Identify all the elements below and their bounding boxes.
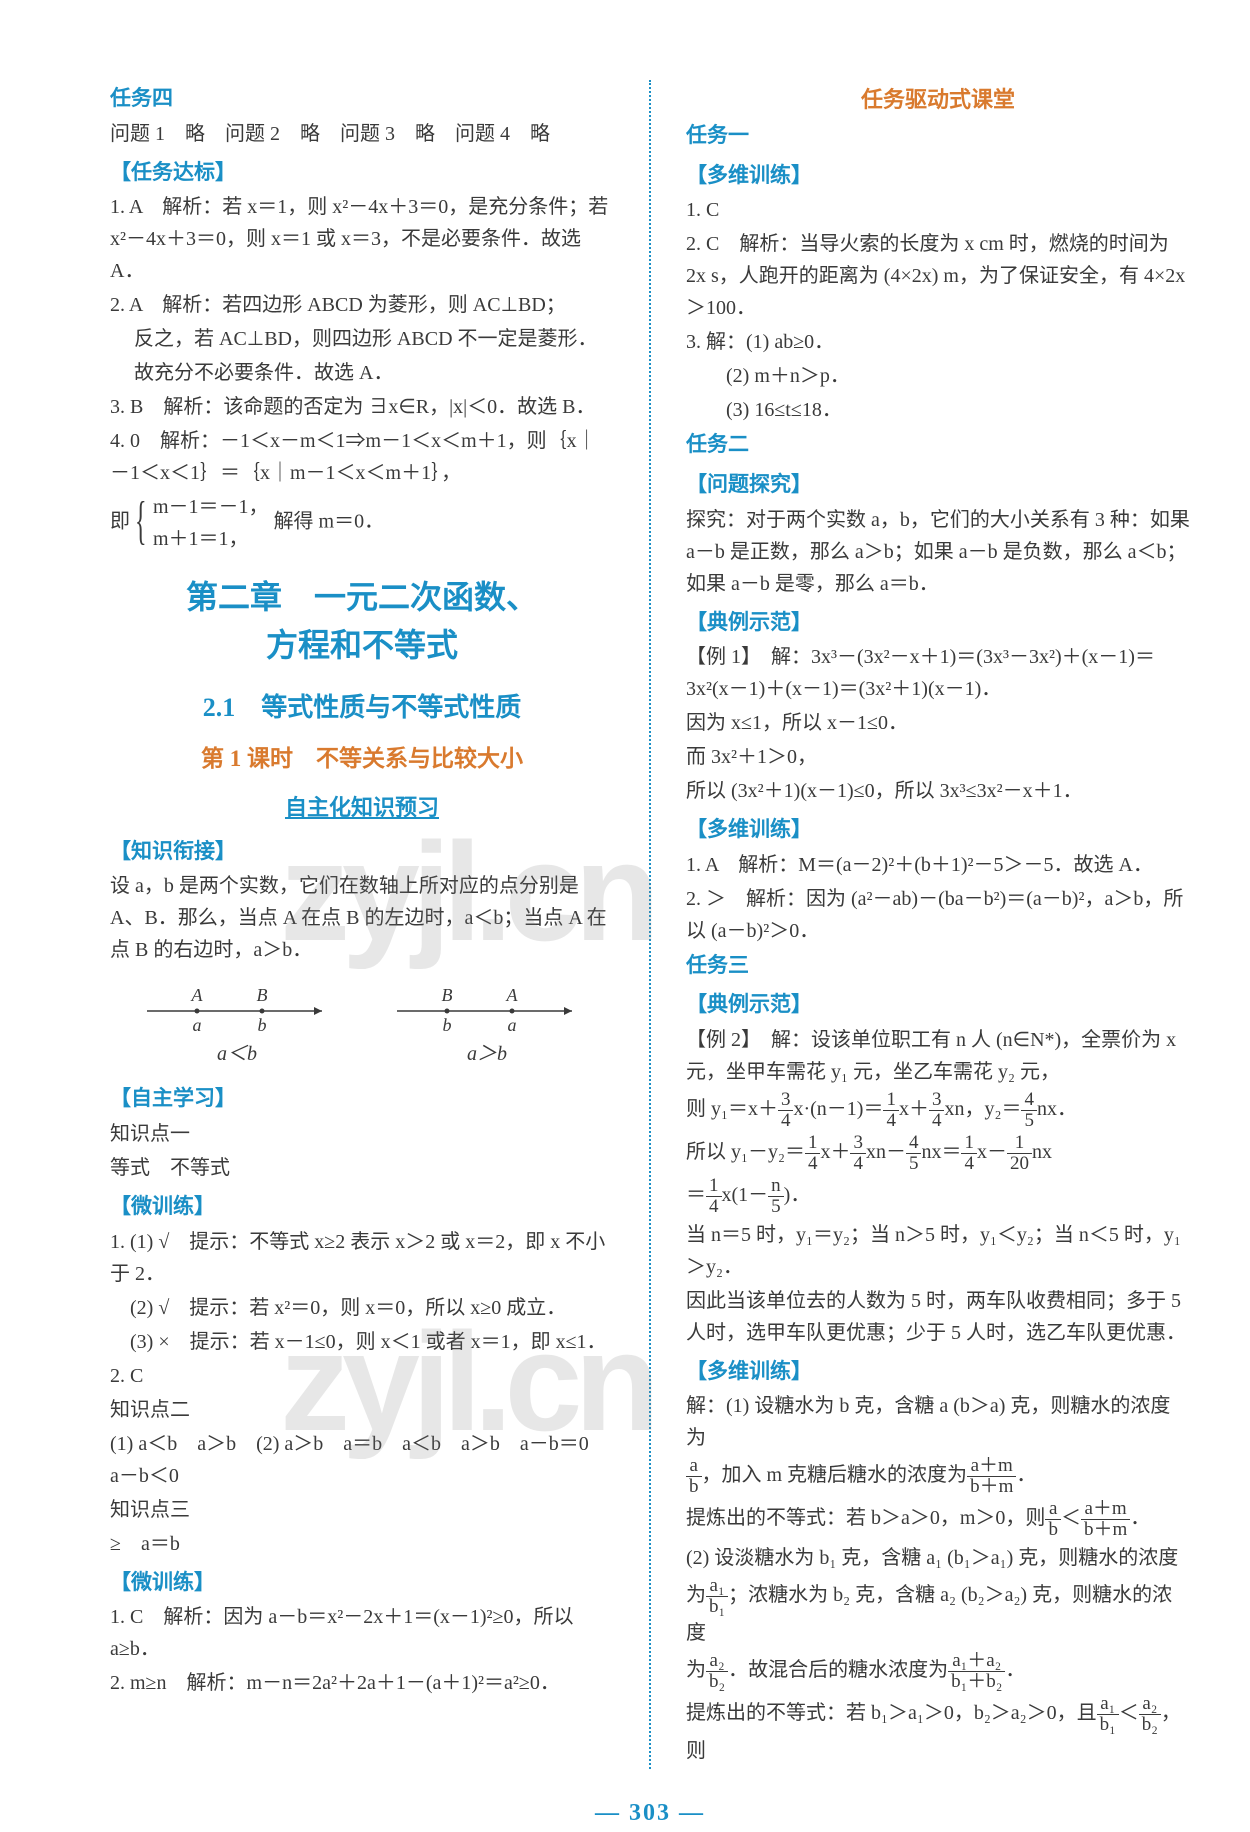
item-4b: 即 m－1＝－1， m＋1＝1， 解得 m＝0．: [110, 491, 614, 555]
dlsf2-heading: 【典例示范】: [686, 988, 1190, 1022]
chapter-l1: 第二章 一元二次函数、: [186, 579, 538, 615]
task1-heading: 任务一: [686, 119, 1190, 153]
sub-heading: 自主化知识预习: [110, 790, 614, 825]
kp3-heading: 知识点三: [110, 1494, 614, 1526]
dwx3-heading: 【多维训练】: [686, 1355, 1190, 1389]
dwx2-heading: 【多维训练】: [686, 813, 1190, 847]
item-1: 1. A 解析：若 x＝1，则 x²－4x＋3＝0，是充分条件；若 x²－4x＋…: [110, 191, 614, 287]
w1: 1. (1) √ 提示：不等式 x≥2 表示 x＞2 或 x＝2，即 x 不小于…: [110, 1226, 614, 1290]
item-2b: 反之，若 AC⊥BD，则四边形 ABCD 不一定是菱形．: [110, 323, 614, 355]
svg-text:B: B: [442, 985, 453, 1005]
zizhu-heading: 【自主学习】: [110, 1082, 614, 1116]
wx1: 1. C 解析：因为 a－b＝x²－2x＋1＝(x－1)²≥0，所以 a≥b．: [110, 1601, 614, 1665]
chapter-l2: 方程和不等式: [266, 627, 458, 663]
w3: (3) × 提示：若 x－1≤0，则 x＜1 或者 x＝1，即 x≤1．: [110, 1326, 614, 1358]
sol2d: 提炼出的不等式：若 b₁＞a₁＞0，b₂＞a₂＞0，且a₁b₁＜a₂b₂，则: [686, 1694, 1190, 1767]
ex2c: 所以 y₁－y₂＝14x＋34xn－45nx＝14x－120nx: [686, 1133, 1190, 1174]
ex1d: 所以 (3x²＋1)(x－1)≤0，所以 3x³≤3x²－x＋1．: [686, 775, 1190, 807]
dwx1-heading: 【多维训练】: [686, 159, 1190, 193]
svg-text:a: a: [193, 1015, 202, 1035]
page-number: — 303 —: [110, 1794, 1190, 1832]
left-column: 任务四 问题 1 略 问题 2 略 问题 3 略 问题 4 略 【任务达标】 1…: [110, 80, 614, 1769]
ex1a: 【例 1】 解：3x³－(3x²－x＋1)＝(3x³－3x²)＋(x－1)＝3x…: [686, 641, 1190, 705]
ex1b: 因为 x≤1，所以 x－1≤0．: [686, 707, 1190, 739]
case-line1: m－1＝－1，: [153, 491, 269, 523]
wx2: 2. m≥n 解析：m－n＝2a²＋2a＋1－(a＋1)²＝a²≥0．: [110, 1667, 614, 1699]
r3: 3. 解：(1) ab≥0．: [686, 326, 1190, 358]
ex1c: 而 3x²＋1＞0，: [686, 741, 1190, 773]
r2: 2. C 解析：当导火索的长度为 x cm 时，燃烧的时间为 2x s，人跑开的…: [686, 228, 1190, 324]
tantao: 探究：对于两个实数 a，b，它们的大小关系有 3 种：如果 a－b 是正数，那么…: [686, 504, 1190, 600]
numline-right-svg: B A b a: [392, 976, 582, 1036]
numline-right: B A b a a＞b: [392, 976, 582, 1072]
kp1-text: 等式 不等式: [110, 1152, 614, 1184]
item-4a: 4. 0 解析：－1＜x－m＜1⇒m－1＜x＜m＋1，则｛x｜－1＜x＜1｝＝｛…: [110, 425, 614, 489]
kp3-text: ≥ a＝b: [110, 1528, 614, 1560]
section-heading: 2.1 等式性质与不等式性质: [110, 687, 614, 729]
chapter-heading: 第二章 一元二次函数、 方程和不等式: [110, 573, 614, 669]
task-target-heading: 【任务达标】: [110, 156, 614, 190]
numline-left-svg: A B a b: [142, 976, 332, 1036]
right-top-heading: 任务驱动式课堂: [686, 82, 1190, 117]
ex2f: 因此当该单位去的人数为 5 时，两车队收费相同；多于 5 人时，选甲车队更优惠；…: [686, 1285, 1190, 1349]
right-column: 任务驱动式课堂 任务一 【多维训练】 1. C 2. C 解析：当导火索的长度为…: [686, 80, 1190, 1769]
kp2-heading: 知识点二: [110, 1394, 614, 1426]
sol1a: 解：(1) 设糖水为 b 克，含糖 a (b＞a) 克，则糖水的浓度为: [686, 1390, 1190, 1454]
r1: 1. C: [686, 194, 1190, 226]
task4-questions: 问题 1 略 问题 2 略 问题 3 略 问题 4 略: [110, 118, 614, 150]
dlsf1-heading: 【典例示范】: [686, 606, 1190, 640]
task2-heading: 任务二: [686, 428, 1190, 462]
wtjt-heading: 【问题探究】: [686, 468, 1190, 502]
kp2-text: (1) a＜b a＞b (2) a＞b a＝b a＜b a＞b a－b＝0 a－…: [110, 1428, 614, 1492]
item-3: 3. B 解析：该命题的否定为 ∃x∈R，|x|＜0．故选 B．: [110, 391, 614, 423]
r3b: (2) m＋n＞p．: [686, 360, 1190, 392]
case-line2: m＋1＝1，: [153, 523, 269, 555]
ex2d: ＝14x(1－n5)．: [686, 1176, 1190, 1217]
ex2b: 则 y₁＝x＋34x·(n－1)＝14x＋34xn，y₂＝45nx．: [686, 1090, 1190, 1131]
sol2a: (2) 设淡糖水为 b₁ 克，含糖 a₁ (b₁＞a₁) 克，则糖水的浓度: [686, 1542, 1190, 1574]
two-column-layout: 任务四 问题 1 略 问题 2 略 问题 3 略 问题 4 略 【任务达标】 1…: [110, 80, 1190, 1769]
m2: 2. ＞ 解析：因为 (a²－ab)－(ba－b²)＝(a－b)²，a＞b，所以…: [686, 883, 1190, 947]
xj-text: 设 a，b 是两个实数，它们在数轴上所对应的点分别是 A、B．那么，当点 A 在…: [110, 870, 614, 966]
sol1c: 提炼出的不等式：若 b＞a＞0，m＞0，则ab＜a＋mb＋m．: [686, 1499, 1190, 1540]
sol1b: ab，加入 m 克糖后糖水的浓度为a＋mb＋m．: [686, 1456, 1190, 1497]
item-4b-post: 解得 m＝0．: [274, 511, 385, 533]
number-line-figure: A B a b a＜b B A b a a＞b: [110, 976, 614, 1072]
sol2b: 为a₁b₁；浓糖水为 b₂ 克，含糖 a₂ (b₂＞a₂) 克，则糖水的浓度: [686, 1576, 1190, 1649]
numline-right-caption: a＞b: [392, 1038, 582, 1070]
brace-case: m－1＝－1， m＋1＝1，: [135, 491, 269, 555]
column-divider: [649, 80, 651, 1769]
svg-text:B: B: [257, 985, 268, 1005]
zhishi-xianjie-heading: 【知识衔接】: [110, 835, 614, 869]
lesson-heading: 第 1 课时 不等关系与比较大小: [110, 741, 614, 778]
item-2a: 2. A 解析：若四边形 ABCD 为菱形，则 AC⊥BD；: [110, 289, 614, 321]
m1: 1. A 解析：M＝(a－2)²＋(b＋1)²－5＞－5．故选 A．: [686, 849, 1190, 881]
kp1-heading: 知识点一: [110, 1118, 614, 1150]
numline-left: A B a b a＜b: [142, 976, 332, 1072]
wexun1-heading: 【微训练】: [110, 1190, 614, 1224]
item-2c: 故充分不必要条件．故选 A．: [110, 357, 614, 389]
svg-text:A: A: [191, 985, 204, 1005]
svg-text:b: b: [443, 1015, 452, 1035]
svg-text:b: b: [258, 1015, 267, 1035]
w2: (2) √ 提示：若 x²＝0，则 x＝0，所以 x≥0 成立．: [110, 1292, 614, 1324]
ex2e: 当 n＝5 时，y₁＝y₂；当 n＞5 时，y₁＜y₂；当 n＜5 时，y₁＞y…: [686, 1219, 1190, 1283]
wexun2-heading: 【微训练】: [110, 1566, 614, 1600]
sol2c: 为a₂b₂．故混合后的糖水浓度为a₁＋a₂b₁＋b₂．: [686, 1651, 1190, 1692]
numline-left-caption: a＜b: [142, 1038, 332, 1070]
ex2a: 【例 2】 解：设该单位职工有 n 人 (n∈N*)，全票价为 x 元，坐甲车需…: [686, 1024, 1190, 1088]
task3-heading: 任务三: [686, 949, 1190, 983]
svg-text:a: a: [508, 1015, 517, 1035]
svg-text:A: A: [506, 985, 519, 1005]
task4-heading: 任务四: [110, 82, 614, 116]
w4: 2. C: [110, 1360, 614, 1392]
item-4b-pre: 即: [110, 511, 130, 533]
r3c: (3) 16≤t≤18．: [686, 394, 1190, 426]
